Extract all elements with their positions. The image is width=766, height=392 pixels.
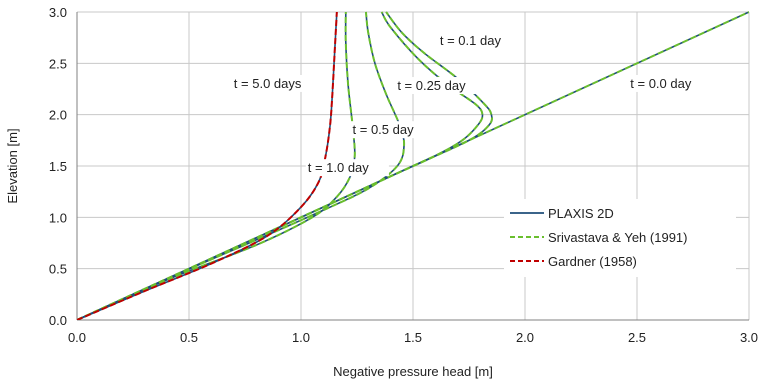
annotation-bg xyxy=(231,74,323,92)
legend-label: Gardner (1958) xyxy=(548,254,637,269)
x-tick-label: 0.0 xyxy=(68,330,86,345)
x-tick-label: 2.0 xyxy=(516,330,534,345)
x-tick-label: 1.0 xyxy=(292,330,310,345)
y-tick-label: 2.0 xyxy=(49,108,67,123)
srivastava-line xyxy=(77,11,356,320)
legend-label: Srivastava & Yeh (1991) xyxy=(548,230,687,245)
annotation-bg xyxy=(350,121,434,139)
srivastava-line xyxy=(77,11,484,320)
annotation-bg xyxy=(628,74,712,92)
y-tick-label: 1.5 xyxy=(49,159,67,174)
curve-label: t = 5.0 days xyxy=(234,76,302,91)
srivastava-line xyxy=(77,11,406,320)
legend: PLAXIS 2D Srivastava & Yeh (1991) Gardner … xyxy=(504,199,736,277)
curve-3 xyxy=(77,11,406,320)
legend-label: PLAXIS 2D xyxy=(548,206,614,221)
curve-label: t = 0.5 day xyxy=(353,122,415,137)
y-tick-label: 1.0 xyxy=(49,210,67,225)
annotation-bg xyxy=(395,77,486,95)
x-tick-label: 1.5 xyxy=(404,330,422,345)
curve-label: t = 0.25 day xyxy=(397,78,466,93)
annotations: t = 0.1 day t = 5.0 days t = 0.25 day t = 0… xyxy=(231,31,712,177)
curve-label: t = 0.1 day xyxy=(440,33,502,48)
series-group xyxy=(77,11,749,320)
x-tick-label: 2.5 xyxy=(628,330,646,345)
x-tick-label: 0.5 xyxy=(180,330,198,345)
annotation-bg xyxy=(437,31,522,49)
x-tick-label: 3.0 xyxy=(740,330,758,345)
curve-label: t = 0.0 day xyxy=(630,76,692,91)
gardner-line xyxy=(77,11,338,320)
annotation-bg xyxy=(305,159,389,177)
y-tick-label: 3.0 xyxy=(49,5,67,20)
x-axis-label: Negative pressure head [m] xyxy=(333,364,493,379)
curve-4 xyxy=(77,11,356,320)
curve-label: t = 1.0 day xyxy=(308,160,370,175)
y-tick-label: 0.5 xyxy=(49,262,67,277)
axes: 0.0 0.5 1.0 1.5 2.0 2.5 3.0 0.0 0.5 1.0 1.5 2.0 2.5 3… xyxy=(5,5,758,379)
y-tick-label: 2.5 xyxy=(49,56,67,71)
curve-5 xyxy=(77,11,338,320)
y-tick-label: 0.0 xyxy=(49,313,67,328)
curve-2 xyxy=(77,11,484,320)
y-axis-label: Elevation [m] xyxy=(5,128,20,203)
